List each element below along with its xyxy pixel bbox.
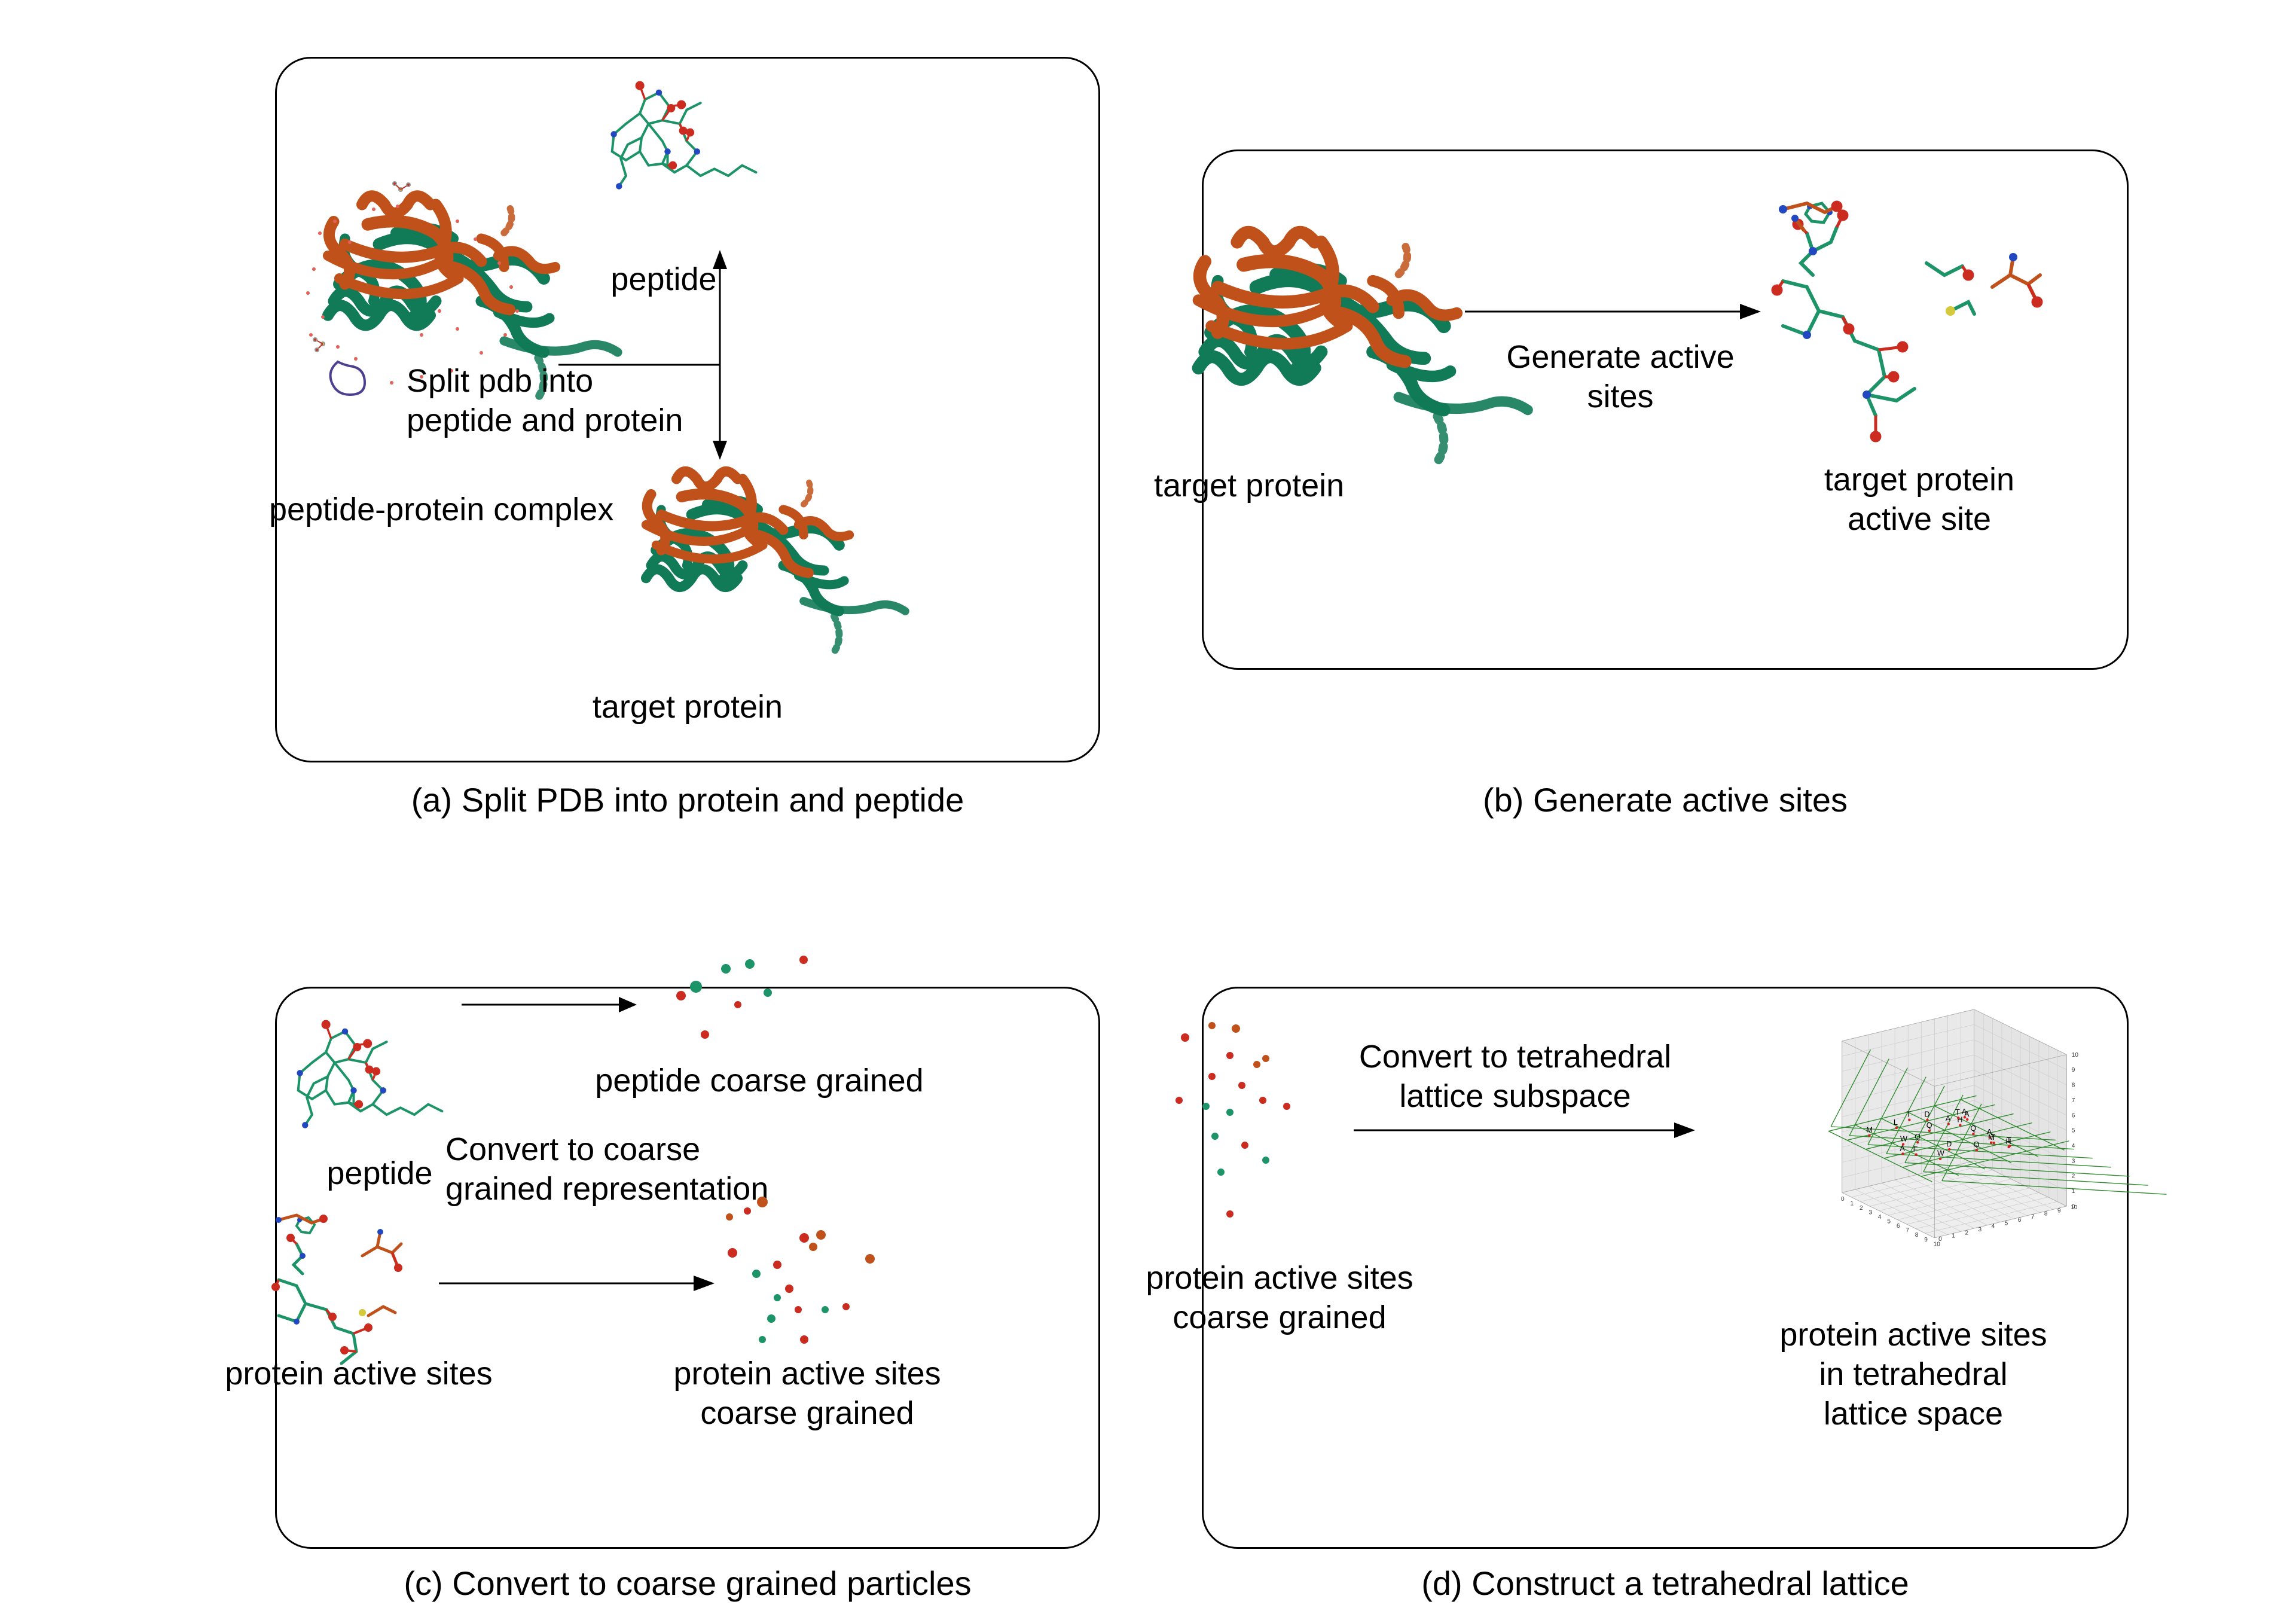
svg-text:6: 6 xyxy=(2018,1217,2022,1224)
svg-text:Q: Q xyxy=(1974,1140,1980,1149)
svg-text:4: 4 xyxy=(2072,1143,2075,1149)
svg-text:8: 8 xyxy=(2044,1211,2048,1218)
svg-text:7: 7 xyxy=(2031,1214,2035,1221)
svg-text:4: 4 xyxy=(1878,1214,1882,1221)
svg-text:D: D xyxy=(1924,1111,1929,1119)
svg-text:M: M xyxy=(1988,1133,1995,1142)
svg-text:L: L xyxy=(1894,1118,1898,1127)
svg-text:9: 9 xyxy=(2072,1067,2075,1073)
svg-text:W: W xyxy=(1937,1149,1944,1158)
svg-text:0: 0 xyxy=(1841,1196,1845,1203)
svg-text:A: A xyxy=(1962,1108,1967,1116)
svg-text:8: 8 xyxy=(2072,1082,2075,1089)
svg-text:3: 3 xyxy=(1868,1209,1872,1216)
svg-text:6: 6 xyxy=(1897,1223,1900,1230)
svg-text:M: M xyxy=(1866,1126,1873,1134)
svg-text:T: T xyxy=(1955,1108,1960,1116)
svg-text:2: 2 xyxy=(1860,1205,1863,1212)
svg-text:T: T xyxy=(1906,1111,1911,1119)
svg-text:7: 7 xyxy=(1906,1228,1909,1234)
svg-text:0: 0 xyxy=(1938,1236,1942,1243)
svg-text:5: 5 xyxy=(2005,1220,2008,1227)
svg-text:6: 6 xyxy=(2072,1112,2075,1119)
svg-text:1: 1 xyxy=(2072,1188,2075,1195)
svg-text:D: D xyxy=(1946,1140,1952,1148)
svg-text:4: 4 xyxy=(1992,1224,1995,1230)
svg-text:5: 5 xyxy=(1887,1219,1891,1225)
svg-text:8: 8 xyxy=(1915,1232,1919,1238)
svg-text:2: 2 xyxy=(1965,1230,1968,1236)
svg-text:10: 10 xyxy=(2072,1052,2079,1058)
svg-text:9: 9 xyxy=(2057,1207,2061,1214)
svg-text:Q: Q xyxy=(1970,1124,1976,1133)
svg-text:2: 2 xyxy=(2072,1173,2075,1180)
svg-text:0: 0 xyxy=(2072,1203,2075,1210)
svg-text:A: A xyxy=(1946,1115,1951,1123)
svg-text:5: 5 xyxy=(2072,1128,2075,1134)
svg-text:T: T xyxy=(2007,1136,2011,1145)
svg-text:3: 3 xyxy=(1978,1227,1981,1233)
svg-text:9: 9 xyxy=(1924,1237,1928,1243)
svg-text:Q: Q xyxy=(1915,1133,1921,1141)
svg-text:W: W xyxy=(1900,1134,1907,1143)
svg-text:1: 1 xyxy=(1952,1233,1955,1240)
svg-text:Q: Q xyxy=(1926,1121,1932,1130)
svg-text:A: A xyxy=(1900,1144,1905,1152)
svg-text:F: F xyxy=(1913,1145,1918,1154)
svg-text:7: 7 xyxy=(2072,1097,2075,1104)
svg-text:3: 3 xyxy=(2072,1158,2075,1164)
svg-text:1: 1 xyxy=(1851,1200,1854,1207)
